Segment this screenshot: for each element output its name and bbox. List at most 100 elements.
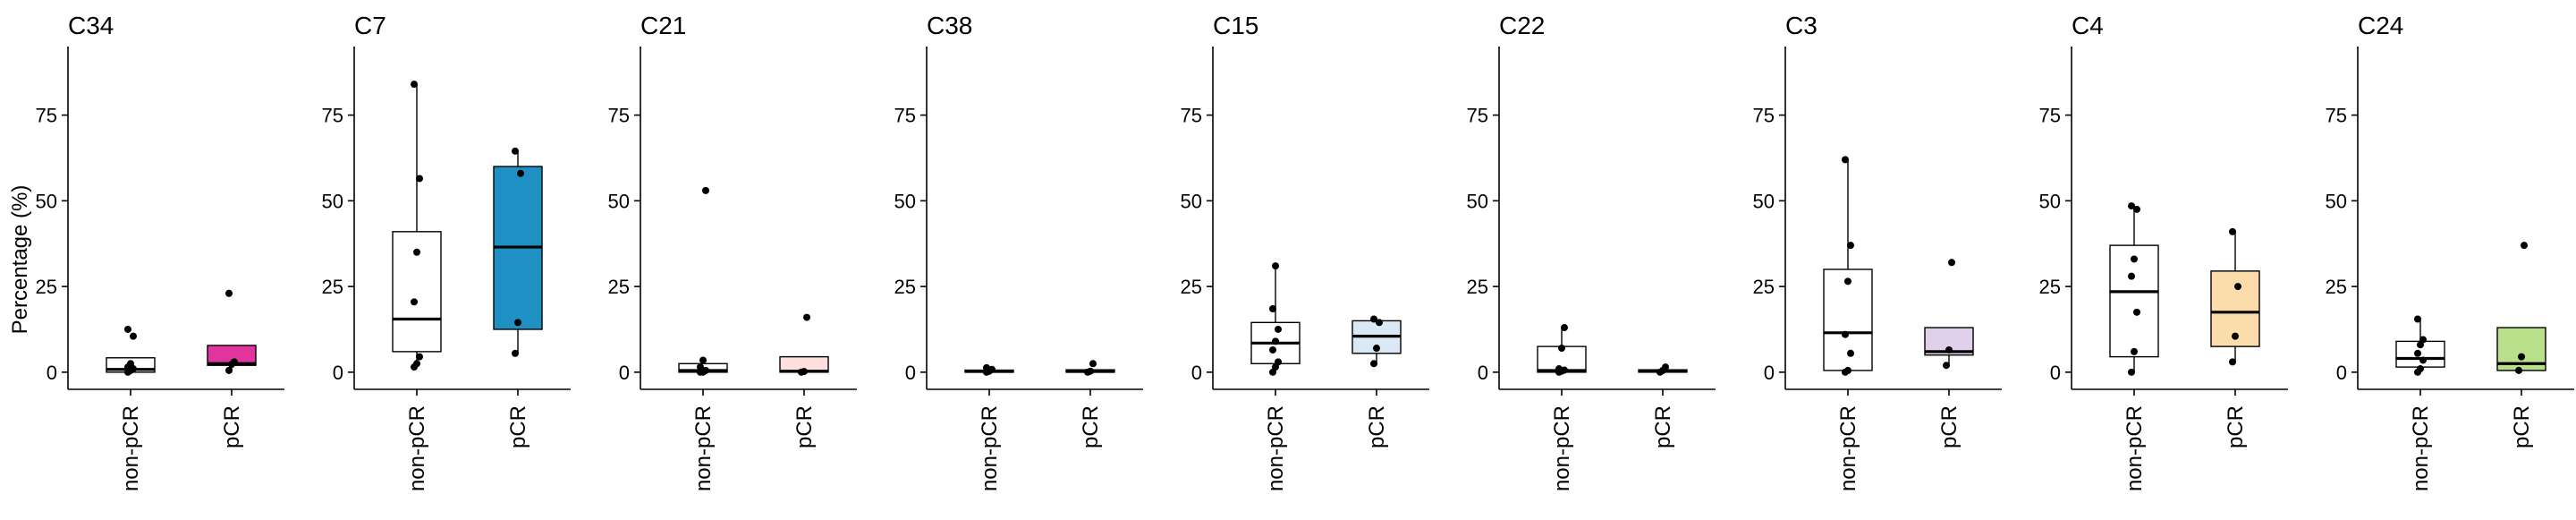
y-tick-label: 0 [1191, 362, 1202, 384]
data-point [983, 363, 990, 371]
panel-title: C4 [2072, 12, 2104, 39]
data-point [2128, 368, 2135, 376]
data-point [1370, 315, 1377, 323]
x-tick-label: pCR [1365, 405, 1389, 448]
data-point [2131, 347, 2138, 355]
y-tick-label: 50 [894, 190, 916, 212]
y-tick-label: 0 [1764, 362, 1775, 384]
data-point [1376, 319, 1383, 327]
y-tick-label: 75 [2326, 105, 2347, 127]
data-point [2133, 308, 2140, 316]
data-point [514, 319, 521, 327]
y-tick-label: 25 [894, 276, 916, 298]
x-tick-label: non-pCR [1550, 405, 1574, 491]
data-point [2521, 242, 2528, 250]
data-point [2234, 283, 2241, 291]
data-point [416, 353, 423, 361]
chart-panel-c3: C3 0 25 50 75 non-pCR pCR [1753, 12, 2002, 491]
chart-panel-c24: C24 0 25 50 75 non-pCR pCR [2326, 12, 2574, 491]
y-tick-label: 0 [905, 362, 916, 384]
data-point [2515, 366, 2522, 374]
data-point [2414, 315, 2421, 323]
box-non-pcr: non-pCR [964, 363, 1014, 491]
panel-title: C15 [1213, 12, 1258, 39]
data-point [1948, 259, 1955, 267]
data-point [697, 363, 704, 371]
box-non-pcr: non-pCR [106, 325, 156, 491]
y-tick-label: 75 [1753, 105, 1775, 127]
box-non-pcr: non-pCR [392, 81, 442, 491]
y-tick-label: 75 [608, 105, 630, 127]
chart-panel-c7: C7 0 25 50 75 non-pCR pCR [322, 12, 571, 491]
box-pcr: pCR [1638, 363, 1688, 448]
y-tick-label: 50 [322, 190, 343, 212]
x-tick-label: pCR [2224, 405, 2248, 448]
y-tick-label: 50 [2326, 190, 2347, 212]
panel-title: C7 [354, 12, 386, 39]
y-tick-label: 25 [2326, 276, 2347, 298]
data-point [2131, 255, 2138, 263]
data-point [2229, 358, 2236, 366]
x-tick-label: pCR [792, 405, 817, 448]
chart-panel-c38: C38 0 25 50 75 non-pCR pCR [894, 12, 1143, 491]
chart-panel-c15: C15 0 25 50 75 non-pCR pCR [1181, 12, 1429, 491]
box-pcr: pCR [779, 313, 829, 448]
x-tick-label: pCR [1937, 405, 1962, 448]
data-point [699, 356, 707, 364]
data-point [411, 298, 418, 306]
y-tick-label: 50 [1753, 190, 1775, 212]
y-tick-label: 75 [322, 105, 343, 127]
data-point [1847, 349, 1854, 357]
data-point [2232, 332, 2239, 340]
y-tick-label: 50 [2039, 190, 2061, 212]
chart-panel-c34: C34 0 25 50 75 non-pCR pCR [36, 12, 284, 491]
x-tick-label: non-pCR [2409, 405, 2433, 491]
data-point [1275, 358, 1282, 366]
y-tick-label: 25 [1467, 276, 1488, 298]
y-tick-label: 25 [2039, 276, 2061, 298]
panel-title: C34 [68, 12, 114, 39]
data-point [1561, 366, 1568, 374]
data-point [1561, 324, 1568, 332]
data-point [1269, 304, 1276, 312]
x-tick-label: pCR [1651, 405, 1675, 448]
x-tick-label: pCR [2510, 405, 2534, 448]
y-tick-label: 50 [608, 190, 630, 212]
box-non-pcr: non-pCR [678, 186, 728, 491]
x-tick-label: non-pCR [691, 405, 716, 491]
data-point [1844, 366, 1852, 374]
data-point [1275, 325, 1282, 333]
data-point [2518, 353, 2525, 361]
data-point [1943, 362, 1950, 370]
data-point [702, 366, 709, 374]
data-point [416, 175, 423, 183]
y-tick-label: 75 [1467, 105, 1488, 127]
y-tick-label: 0 [47, 362, 57, 384]
chart-panel-c22: C22 0 25 50 75 non-pCR pCR [1467, 12, 1716, 491]
data-point [2128, 202, 2135, 210]
box-pcr: pCR [2210, 227, 2260, 448]
chart-panel-c4: C4 0 25 50 75 non-pCR pCR [2039, 12, 2288, 491]
box-pcr: pCR [493, 147, 543, 448]
data-point [1558, 345, 1565, 353]
data-point [1089, 360, 1097, 368]
data-point [1269, 345, 1276, 354]
y-tick-label: 25 [36, 276, 57, 298]
y-axis-label: Percentage (%) [8, 185, 32, 335]
data-point [1370, 360, 1377, 368]
x-tick-label: non-pCR [405, 405, 429, 491]
box-pcr: pCR [207, 289, 257, 448]
box-non-pcr: non-pCR [1823, 156, 1873, 491]
data-point [1844, 277, 1852, 286]
y-tick-label: 25 [608, 276, 630, 298]
y-tick-label: 25 [322, 276, 343, 298]
data-point [130, 332, 137, 340]
y-tick-label: 50 [36, 190, 57, 212]
panel-title: C3 [1785, 12, 1818, 39]
data-point [225, 366, 233, 374]
x-tick-label: non-pCR [119, 405, 143, 491]
data-point [2419, 336, 2427, 344]
y-tick-label: 25 [1753, 276, 1775, 298]
